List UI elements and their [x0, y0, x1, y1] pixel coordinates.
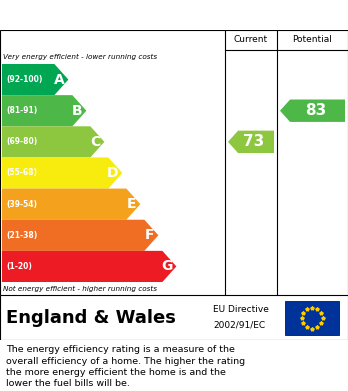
Polygon shape [2, 95, 86, 126]
Polygon shape [2, 126, 104, 158]
FancyBboxPatch shape [285, 301, 339, 335]
Text: A: A [54, 73, 64, 86]
Text: B: B [72, 104, 82, 118]
Text: EU Directive: EU Directive [213, 305, 269, 314]
Text: The energy efficiency rating is a measure of the: The energy efficiency rating is a measur… [6, 345, 235, 354]
Text: (92-100): (92-100) [6, 75, 42, 84]
Polygon shape [2, 158, 122, 188]
Text: Energy Efficiency Rating: Energy Efficiency Rating [8, 7, 229, 23]
Text: (21-38): (21-38) [6, 231, 37, 240]
Text: Potential: Potential [293, 36, 332, 45]
Text: (69-80): (69-80) [6, 137, 37, 146]
Text: E: E [127, 197, 136, 211]
Text: overall efficiency of a home. The higher the rating: overall efficiency of a home. The higher… [6, 357, 245, 366]
Text: 83: 83 [305, 103, 326, 118]
Polygon shape [2, 220, 158, 251]
Text: (1-20): (1-20) [6, 262, 32, 271]
Text: 2002/91/EC: 2002/91/EC [213, 321, 265, 330]
Text: lower the fuel bills will be.: lower the fuel bills will be. [6, 380, 130, 389]
Text: 73: 73 [243, 135, 264, 149]
Text: (81-91): (81-91) [6, 106, 37, 115]
Text: D: D [107, 166, 118, 180]
Text: (55-68): (55-68) [6, 169, 37, 178]
Polygon shape [228, 131, 274, 153]
Text: (39-54): (39-54) [6, 200, 37, 209]
Text: G: G [161, 260, 172, 273]
Polygon shape [2, 188, 140, 220]
Text: Very energy efficient - lower running costs: Very energy efficient - lower running co… [3, 54, 157, 60]
Text: Current: Current [234, 36, 268, 45]
Text: the more energy efficient the home is and the: the more energy efficient the home is an… [6, 368, 226, 377]
Text: F: F [145, 228, 155, 242]
Text: England & Wales: England & Wales [6, 309, 176, 327]
Text: C: C [90, 135, 100, 149]
Polygon shape [2, 251, 176, 282]
Polygon shape [280, 99, 345, 122]
Text: Not energy efficient - higher running costs: Not energy efficient - higher running co… [3, 285, 157, 292]
Polygon shape [2, 64, 68, 95]
